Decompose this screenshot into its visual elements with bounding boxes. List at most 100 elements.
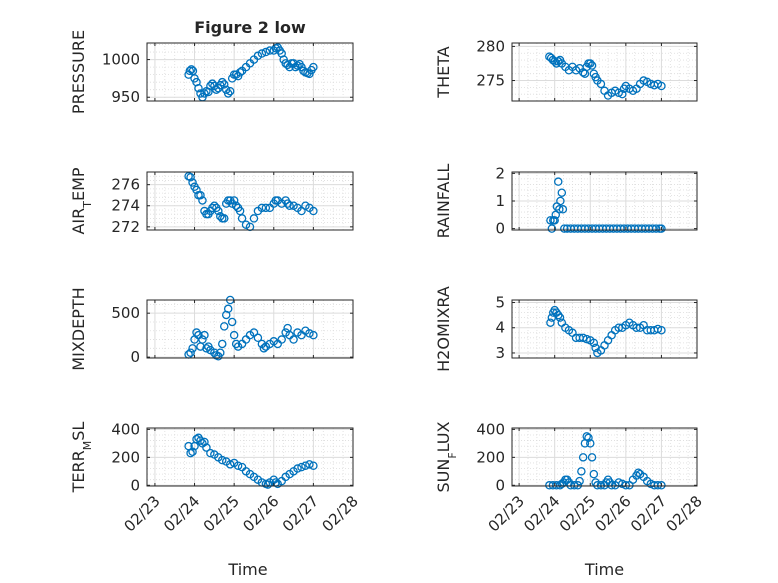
- y-tick-label: 0: [130, 348, 140, 366]
- air_temp-point: [219, 214, 229, 223]
- y-tick-label: 950: [111, 88, 140, 106]
- pressure-point: [309, 62, 318, 72]
- mixdepth-point: [223, 304, 233, 314]
- mixdepth-point: [283, 323, 292, 333]
- pressure-point: [194, 83, 203, 93]
- terr_msl-point: [202, 443, 211, 452]
- terr_msl-point: [293, 464, 302, 473]
- rainfall-point: [651, 224, 661, 233]
- theta-grid: [512, 43, 698, 102]
- sun_flux-point: [582, 432, 591, 441]
- terr_msl-point: [225, 460, 235, 469]
- h2omixra-ylabel: H2OMIXRA: [434, 286, 453, 372]
- rainfall-point: [547, 224, 557, 233]
- y-tick-label: 272: [111, 218, 140, 236]
- y-tick-label: 200: [476, 448, 505, 466]
- x-tick-label: 02/24: [520, 492, 563, 535]
- x-tick-label: 02/27: [627, 492, 670, 535]
- air_temp-axes-box: [146, 171, 354, 231]
- rainfall-point: [560, 224, 569, 233]
- pressure-point: [218, 77, 227, 87]
- y-tick-label: 276: [111, 176, 140, 194]
- pressure-point: [283, 60, 292, 70]
- terr_msl-point: [301, 461, 310, 470]
- y-tick-label: 400: [476, 420, 505, 438]
- y-tick-label: 4: [495, 319, 505, 337]
- air_temp-point: [196, 190, 205, 200]
- sun_flux-point: [575, 476, 584, 486]
- h2omixra-series: [546, 305, 666, 358]
- y-tick-label: 1000: [102, 51, 140, 69]
- sun_flux-point: [570, 481, 579, 490]
- terr_msl-point: [200, 437, 209, 447]
- air_temp-point: [186, 173, 195, 182]
- terr_msl-series: [184, 433, 318, 489]
- y-tick-label: 200: [111, 448, 140, 466]
- mixdepth-point: [227, 317, 237, 327]
- sun_flux-ylabel: SUNFLUX: [434, 421, 459, 492]
- ylabel-main: PRESSURE: [69, 30, 88, 114]
- h2omixra-point: [582, 334, 591, 344]
- x-tick-label: 02/28: [663, 492, 706, 535]
- pressure-ylabel: PRESSURE: [69, 30, 88, 114]
- sun_flux-grid: [512, 428, 698, 486]
- ylabel-subscript: T: [81, 201, 94, 209]
- mixdepth-point: [202, 344, 211, 353]
- h2omixra-point: [591, 343, 600, 353]
- mixdepth-point: [186, 348, 195, 357]
- x-tick-label: 02/24: [160, 492, 203, 535]
- h2omixra-point: [555, 313, 565, 322]
- sun_flux-point: [552, 481, 561, 490]
- terr_msl-axes: 0 200 400 TERRMSL 02/2302/2402/2502/2602/270…: [69, 420, 362, 579]
- sun_flux-xlabel: Time: [584, 560, 624, 579]
- x-tick-label: 02/26: [591, 492, 634, 535]
- y-tick-label: 5: [495, 294, 505, 312]
- mixdepth-axes: 0 500 MIXDEPTH: [69, 287, 354, 371]
- air_temp-point: [192, 185, 201, 195]
- sun_flux-point: [586, 439, 595, 448]
- pressure-series: [184, 43, 318, 102]
- x-tick-label: 02/23: [485, 492, 528, 535]
- mixdepth-point: [198, 335, 207, 344]
- terr_msl-point: [309, 461, 318, 470]
- rainfall-point: [546, 216, 555, 225]
- x-tick-label: 02/25: [200, 492, 243, 535]
- air_temp-point: [309, 206, 318, 216]
- x-tick-label: 02/28: [319, 492, 362, 535]
- pressure-point: [187, 65, 196, 74]
- theta-point: [596, 79, 606, 89]
- h2omixra-point: [614, 323, 623, 332]
- rainfall-point: [557, 188, 567, 197]
- terr_msl-xlabel: Time: [227, 560, 267, 579]
- mixdepth-ylabel: MIXDEPTH: [69, 287, 88, 370]
- terr_msl-point: [206, 448, 215, 458]
- theta-point: [657, 81, 666, 91]
- rainfall-point: [554, 177, 563, 186]
- pressure-point: [219, 80, 229, 89]
- x-tick-label: 02/25: [556, 492, 599, 535]
- sun_flux-point: [621, 481, 631, 490]
- terr_msl-point: [263, 480, 273, 489]
- sun_flux-point: [657, 481, 666, 490]
- ylabel-main: RAINFALL: [434, 164, 453, 239]
- h2omixra-point: [600, 341, 609, 350]
- air_temp-axes: 272 274 276 AIRTEMP: [69, 167, 354, 236]
- y-tick-label: 400: [111, 420, 140, 438]
- h2omixra-point: [653, 324, 663, 334]
- mixdepth-point: [259, 344, 269, 353]
- pressure-point: [185, 66, 195, 76]
- pressure-point: [235, 68, 245, 77]
- air_temp-point: [188, 178, 197, 187]
- air_temp-point: [229, 196, 239, 205]
- pressure-point: [261, 47, 271, 57]
- terr_msl-point: [305, 460, 314, 469]
- sun_flux-axes: 0 200 400 SUNFLUX 02/2302/2402/2502/2602/270…: [434, 420, 706, 579]
- mixdepth-point: [216, 348, 225, 357]
- h2omixra-point: [589, 338, 599, 348]
- y-tick-label: 2: [495, 164, 505, 182]
- y-tick-label: 0: [495, 220, 505, 238]
- theta-series: [545, 52, 666, 100]
- mixdepth-series: [184, 295, 318, 361]
- pressure-point: [223, 89, 233, 98]
